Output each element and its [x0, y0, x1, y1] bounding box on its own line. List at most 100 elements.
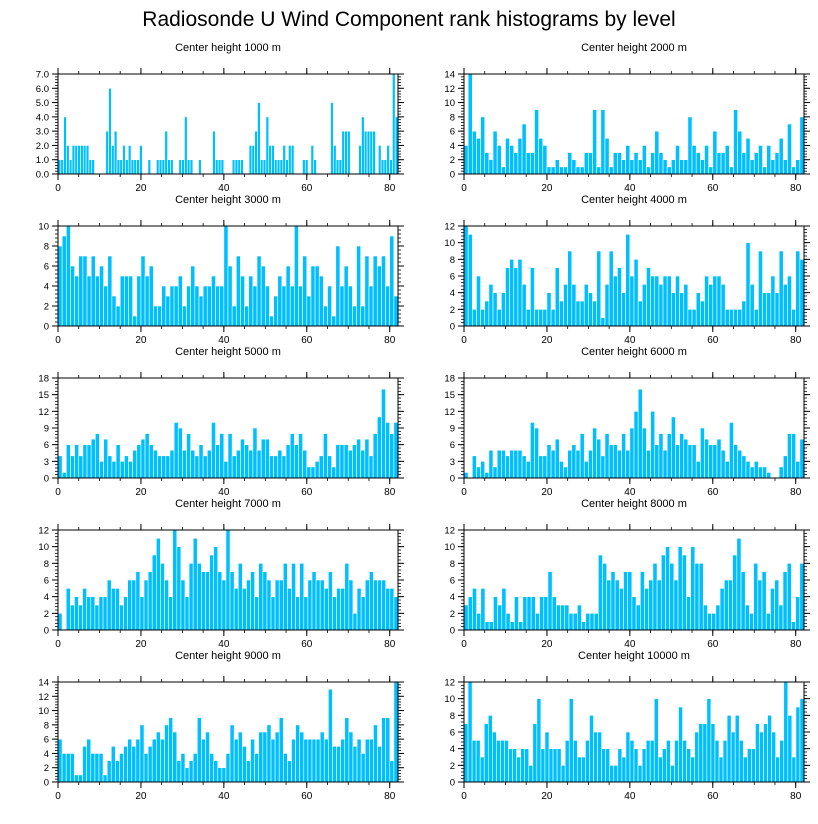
histogram-bar: [94, 753, 100, 783]
histogram-bar: [160, 738, 165, 783]
x-tick-label: 0: [55, 183, 61, 194]
histogram-bar: [787, 715, 793, 783]
histogram-bar: [604, 284, 610, 327]
y-tick-label: 8: [450, 711, 455, 722]
histogram-bar: [184, 767, 190, 783]
y-tick-label: 10: [38, 542, 49, 553]
histogram-bar: [205, 571, 210, 631]
x-tick-label: 60: [707, 639, 719, 650]
histogram-bar: [393, 295, 399, 327]
histogram-panel: Center height 10000 m 0 20 40 60 80 0 2 4 6 8 10 12: [410, 650, 810, 804]
y-tick-label: 12: [444, 84, 455, 95]
histogram-bar: [463, 225, 469, 327]
histogram-bar: [318, 275, 324, 327]
histogram-bar: [153, 449, 158, 479]
histogram-bar: [556, 604, 561, 631]
histogram-bar: [260, 438, 266, 479]
histogram-bar: [782, 571, 788, 631]
histogram-bar: [534, 309, 539, 327]
histogram-bar: [762, 166, 767, 175]
histogram-bar: [492, 292, 498, 327]
histogram-bar: [521, 284, 527, 327]
histogram-bar: [177, 427, 183, 479]
x-tick-label: 60: [301, 335, 313, 346]
histogram-bar: [336, 745, 341, 783]
histogram-bar: [70, 265, 75, 327]
histogram-bar: [285, 265, 291, 327]
histogram-bar: [231, 455, 237, 479]
histogram-bar: [708, 284, 714, 327]
plot-frame: [57, 73, 399, 175]
histogram-bar: [244, 305, 250, 327]
histogram-bar: [360, 596, 366, 631]
histogram-bar: [136, 444, 142, 479]
histogram-bar: [311, 738, 317, 783]
histogram-bar: [691, 145, 697, 175]
histogram-bar: [662, 449, 668, 479]
histogram-bar: [209, 554, 214, 631]
histogram-bar: [563, 284, 568, 327]
histogram-bar: [127, 738, 133, 783]
histogram-bar: [389, 159, 393, 175]
histogram-bar: [348, 579, 354, 631]
histogram-bar: [698, 563, 704, 631]
histogram-bar: [521, 455, 527, 479]
histogram-bar: [244, 444, 250, 479]
histogram-bar: [646, 267, 651, 327]
histogram-bar: [770, 275, 776, 327]
histogram-bar: [707, 613, 712, 631]
histogram-bar: [480, 116, 486, 175]
histogram-bar: [364, 255, 370, 327]
histogram-bar: [265, 438, 270, 479]
histogram-bar: [57, 455, 63, 479]
histogram-bar: [335, 159, 340, 175]
histogram-bar: [592, 300, 597, 327]
y-tick-label: 4: [450, 288, 455, 299]
histogram-bar: [223, 225, 229, 327]
histogram-bar: [156, 731, 161, 783]
x-tick-label: 80: [790, 183, 802, 194]
histogram-bar: [389, 588, 395, 631]
histogram-bar: [679, 292, 685, 327]
histogram-bar: [215, 444, 221, 479]
histogram-bar: [737, 309, 743, 327]
histogram-bar: [530, 267, 535, 327]
histogram-bar: [631, 596, 637, 631]
histogram-bar: [339, 285, 345, 327]
y-tick-label: 8: [450, 559, 455, 570]
histogram-bar: [323, 305, 328, 327]
histogram-bar: [654, 130, 660, 175]
histogram-bar: [217, 767, 223, 783]
histogram-bar: [583, 152, 589, 175]
x-tick-label: 40: [624, 791, 636, 802]
histogram-bar: [571, 444, 577, 479]
histogram-bar: [335, 444, 341, 479]
histogram-bar: [298, 285, 303, 327]
histogram-bar: [496, 145, 502, 175]
histogram-bar: [389, 433, 395, 479]
y-tick-label: 2: [450, 761, 455, 772]
histogram-bar: [77, 145, 81, 175]
x-tick-label: 40: [624, 487, 636, 498]
histogram-bar: [360, 753, 366, 783]
histogram-bar: [554, 159, 560, 175]
x-tick-label: 20: [541, 335, 553, 346]
histogram-bar: [650, 411, 656, 479]
histogram-bar: [328, 688, 333, 783]
histogram-bar: [220, 159, 225, 175]
histogram-bar: [505, 267, 510, 327]
histogram-bar: [344, 130, 348, 175]
histogram-bar: [665, 546, 670, 631]
histogram-bar: [674, 740, 679, 783]
histogram-bar: [702, 604, 708, 631]
histogram-bar: [791, 756, 797, 783]
y-tick-label: 12: [444, 407, 455, 418]
histogram-bar: [352, 444, 357, 479]
histogram-bar: [741, 455, 747, 479]
histogram-bar: [268, 145, 272, 175]
histogram-bar: [740, 571, 746, 631]
histogram-bar: [383, 159, 388, 175]
histogram-bar: [135, 571, 141, 631]
histogram-bar: [627, 571, 633, 631]
histogram-bar: [718, 756, 724, 783]
